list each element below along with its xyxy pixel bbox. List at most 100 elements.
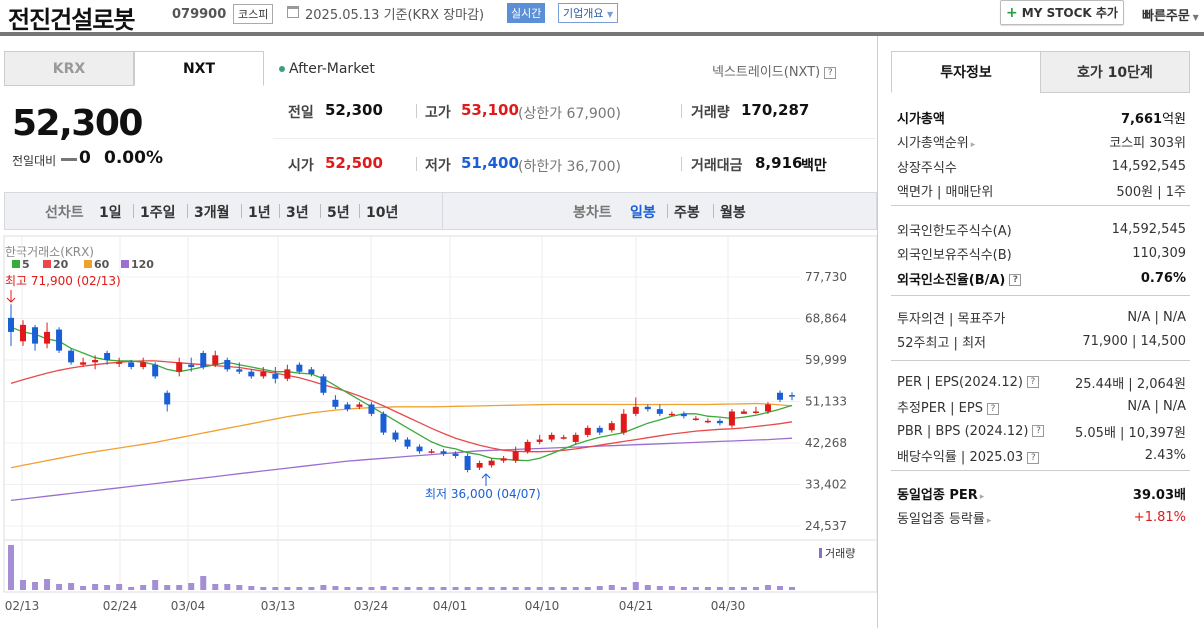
period-0[interactable]: 1일 — [99, 205, 122, 221]
volume-bar — [392, 587, 399, 590]
caret-right-icon[interactable]: ▸ — [979, 491, 985, 502]
info-row: 동일업종 PER ▸ 39.03배 — [897, 481, 1186, 505]
quick-order-button[interactable]: 빠른주문 ▼ — [1142, 5, 1199, 24]
caret-right-icon[interactable]: ▸ — [986, 516, 992, 526]
section-divider — [891, 295, 1190, 296]
ma5-line — [10, 326, 793, 462]
candle-period-2[interactable]: 월봉 — [720, 205, 746, 221]
separator — [416, 104, 417, 118]
y-tick-label: 59,999 — [805, 353, 847, 367]
y-tick-label: 33,402 — [805, 478, 847, 492]
tab-orderbook-10[interactable]: 호가 10단계 — [1040, 51, 1190, 93]
flat-icon — [61, 158, 77, 161]
period-3[interactable]: 1년 — [248, 205, 271, 221]
period-1[interactable]: 1주일 — [140, 205, 176, 221]
add-mystock-button[interactable]: + MY STOCK 추가 — [1000, 0, 1124, 25]
live-badge[interactable]: 실시간 — [507, 3, 546, 23]
company-info-dropdown[interactable]: 기업개요 ▼ — [558, 3, 619, 23]
candle — [368, 404, 375, 414]
candle — [620, 413, 627, 433]
candle — [500, 458, 507, 461]
period-2[interactable]: 3개월 — [194, 205, 230, 221]
volume-bar — [44, 579, 51, 590]
info-row: 시가총액 7,661억원 — [897, 105, 1186, 129]
candle — [740, 411, 747, 414]
period-4[interactable]: 3년 — [286, 205, 309, 221]
volume-legend-swatch — [819, 548, 822, 558]
volume-bar — [608, 585, 615, 590]
candle — [380, 413, 387, 433]
volume-bar — [272, 587, 279, 590]
info-row: 배당수익률 | 2025.03? 2.43% — [897, 444, 1186, 468]
volume-bar — [380, 586, 387, 590]
prev-close-label: 전일 — [288, 105, 314, 121]
candle — [776, 392, 783, 400]
volume-bar — [752, 587, 759, 590]
period-6[interactable]: 10년 — [366, 205, 399, 221]
tab-nxt[interactable]: NXT — [134, 51, 264, 86]
volume-bar — [188, 583, 195, 590]
current-price: 52,300 — [12, 103, 143, 144]
info-label: 외국인보유주식수(B) — [897, 248, 1012, 263]
candle-period-1[interactable]: 주봉 — [674, 205, 700, 221]
price-chart[interactable]: 77,730 68,864 59,999 51,133 42,268 33,402 24,5… — [0, 0, 878, 628]
candle — [296, 364, 303, 372]
candle — [80, 362, 87, 365]
tab-krx[interactable]: KRX — [4, 51, 134, 86]
y-tick-label: 77,730 — [805, 270, 847, 284]
volume-bar — [404, 587, 411, 590]
help-icon[interactable]: ? — [1032, 425, 1045, 437]
candle-period-0[interactable]: 일봉 — [630, 205, 656, 221]
separator — [359, 204, 360, 218]
candle — [488, 460, 495, 466]
candle — [212, 355, 219, 365]
candle — [20, 324, 27, 342]
after-market-label: After-Market — [279, 61, 375, 77]
candle — [104, 352, 111, 360]
info-row: 외국인소진율(B/A)? 0.76% — [897, 266, 1186, 290]
x-tick-label: 03/13 — [261, 599, 296, 613]
chevron-down-icon: ▼ — [1189, 13, 1199, 22]
candle — [464, 455, 471, 471]
info-unit: 억원 — [1162, 111, 1186, 127]
help-icon[interactable]: ? — [1027, 451, 1040, 464]
candle — [284, 369, 291, 379]
help-icon[interactable]: ? — [1026, 376, 1039, 388]
volume-bar — [104, 585, 111, 590]
info-value: 7,661억원 — [1120, 111, 1186, 127]
info-label: 외국인한도주식수(A) — [897, 223, 1012, 239]
candle — [248, 371, 255, 377]
info-label: 투자의견 | 목표주가 — [897, 311, 1006, 327]
y-tick-label: 68,864 — [805, 312, 847, 326]
x-tick-label: 02/13 — [5, 599, 40, 613]
candle — [320, 376, 327, 393]
candle — [128, 362, 135, 368]
after-market-text: After-Market — [289, 61, 375, 77]
x-tick-label: 04/21 — [619, 599, 654, 613]
help-icon[interactable]: ? — [986, 402, 999, 415]
nextrade-info[interactable]: 넥스트레이드(NXT)? — [712, 61, 837, 80]
volume-bar — [644, 585, 651, 590]
x-tick-label: 04/30 — [711, 599, 746, 613]
candle — [152, 364, 159, 377]
legend-ma5: 5 — [12, 258, 30, 271]
volume-bar — [464, 587, 471, 590]
period-5[interactable]: 5년 — [327, 205, 350, 221]
high-annotation: 최고 71,900 (02/13) — [5, 274, 121, 288]
candle — [392, 432, 399, 440]
volume-bar — [476, 587, 483, 590]
company-info-label: 기업개요 — [563, 7, 604, 20]
info-label: 시가총액 — [897, 111, 945, 127]
info-label: 추정PER | EPS? — [897, 397, 999, 416]
candle — [608, 423, 615, 431]
candle — [140, 362, 147, 368]
candle — [452, 453, 459, 456]
tab-investment-info[interactable]: 투자정보 — [891, 51, 1041, 93]
volume-bar — [452, 587, 459, 590]
help-icon[interactable]: ? — [1009, 274, 1022, 286]
candle — [584, 427, 591, 435]
help-icon[interactable]: ? — [824, 66, 837, 79]
caret-right-icon[interactable]: ▸ — [970, 140, 976, 150]
info-label: PBR | BPS (2024.12)? — [897, 424, 1045, 439]
info-value: N/A | N/A — [1127, 309, 1186, 325]
